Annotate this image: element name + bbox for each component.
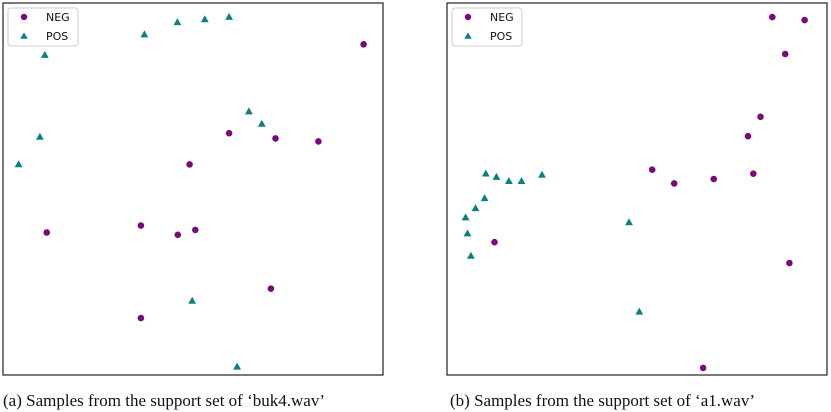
panel-a-legend-pos-label: POS [46, 30, 68, 43]
panel-a-neg-point [272, 135, 279, 142]
panel-a-marks [14, 12, 367, 370]
panel-b-pos-point [538, 170, 546, 178]
panel-b-neg-point [744, 132, 752, 140]
panel-a-neg-point [360, 41, 367, 48]
panel-b-pos-point [505, 177, 513, 184]
panel-a-frame [2, 2, 384, 376]
panel-a-neg-point [186, 161, 193, 168]
panel-b-pos-point [517, 177, 526, 184]
panel-b-pos-point [471, 204, 480, 212]
panel-b-legend-neg-label: NEG [490, 11, 514, 24]
panel-a-legend-pos-marker [20, 32, 28, 39]
panel-b-neg-point [670, 180, 678, 187]
panel-a-legend-neg-label: NEG [46, 11, 70, 24]
panel-a-legend: NEG POS [7, 7, 79, 47]
panel-a: NEG POS [2, 2, 384, 376]
panel-b-neg-point [781, 50, 789, 58]
panel-b-pos-point [635, 307, 644, 315]
panel-b-pos-point [461, 213, 470, 221]
panel-b-legend-neg-marker [464, 13, 472, 21]
panel-b-pos-point [463, 229, 472, 237]
panel-b-legend: NEG POS [451, 7, 523, 47]
panel-b-legend-pos-marker [464, 32, 472, 39]
panel-a-neg-point [174, 231, 182, 239]
panel-a-pos-point [173, 18, 182, 26]
panel-a-pos-point [245, 107, 253, 115]
panel-b-pos-point [467, 251, 475, 259]
panel-b-pos-point [625, 218, 633, 226]
panel-a-neg-point [137, 222, 145, 229]
panel-a-neg-point [43, 229, 50, 236]
panel-b-neg-point [648, 166, 656, 173]
panel-b-neg-point [699, 364, 707, 372]
panel-a-neg-point [192, 226, 199, 234]
panel-a-pos-point [225, 12, 233, 20]
panel-b-pos-point [480, 194, 489, 202]
panel-b-neg-point [710, 175, 718, 183]
panel-b-neg-point [491, 238, 498, 246]
panel-a-pos-point [257, 119, 266, 127]
panel-b-pos-point [481, 169, 490, 177]
caption-b: (b) Samples from the support set of ‘a1.… [450, 391, 755, 410]
panel-a-neg-point [137, 314, 145, 322]
panel-a-pos-point [14, 160, 23, 168]
panel-a-pos-point [40, 50, 49, 58]
panel-b: NEG POS [446, 2, 828, 376]
panel-b-legend-pos-label: POS [490, 30, 512, 43]
panel-b-neg-point [801, 16, 808, 24]
panel-a-pos-point [36, 132, 44, 140]
panel-a-neg-point [225, 129, 233, 137]
panel-a-pos-point [188, 296, 197, 304]
panel-b-neg-point [786, 259, 793, 267]
panel-b-pos-point [492, 172, 501, 180]
panel-a-pos-point [200, 15, 209, 23]
panel-b-neg-point [769, 13, 776, 21]
panel-a-pos-point [140, 30, 149, 38]
panel-b-marks [461, 13, 808, 372]
caption-a: (a) Samples from the support set of ‘buk… [3, 391, 325, 410]
panel-b-neg-point [750, 170, 757, 177]
panel-a-neg-point [267, 285, 275, 293]
panel-b-frame [446, 2, 828, 376]
panel-b-neg-point [757, 113, 764, 121]
panel-a-pos-point [233, 362, 241, 370]
panel-a-neg-point [315, 138, 322, 145]
panel-a-legend-neg-marker [20, 13, 28, 21]
